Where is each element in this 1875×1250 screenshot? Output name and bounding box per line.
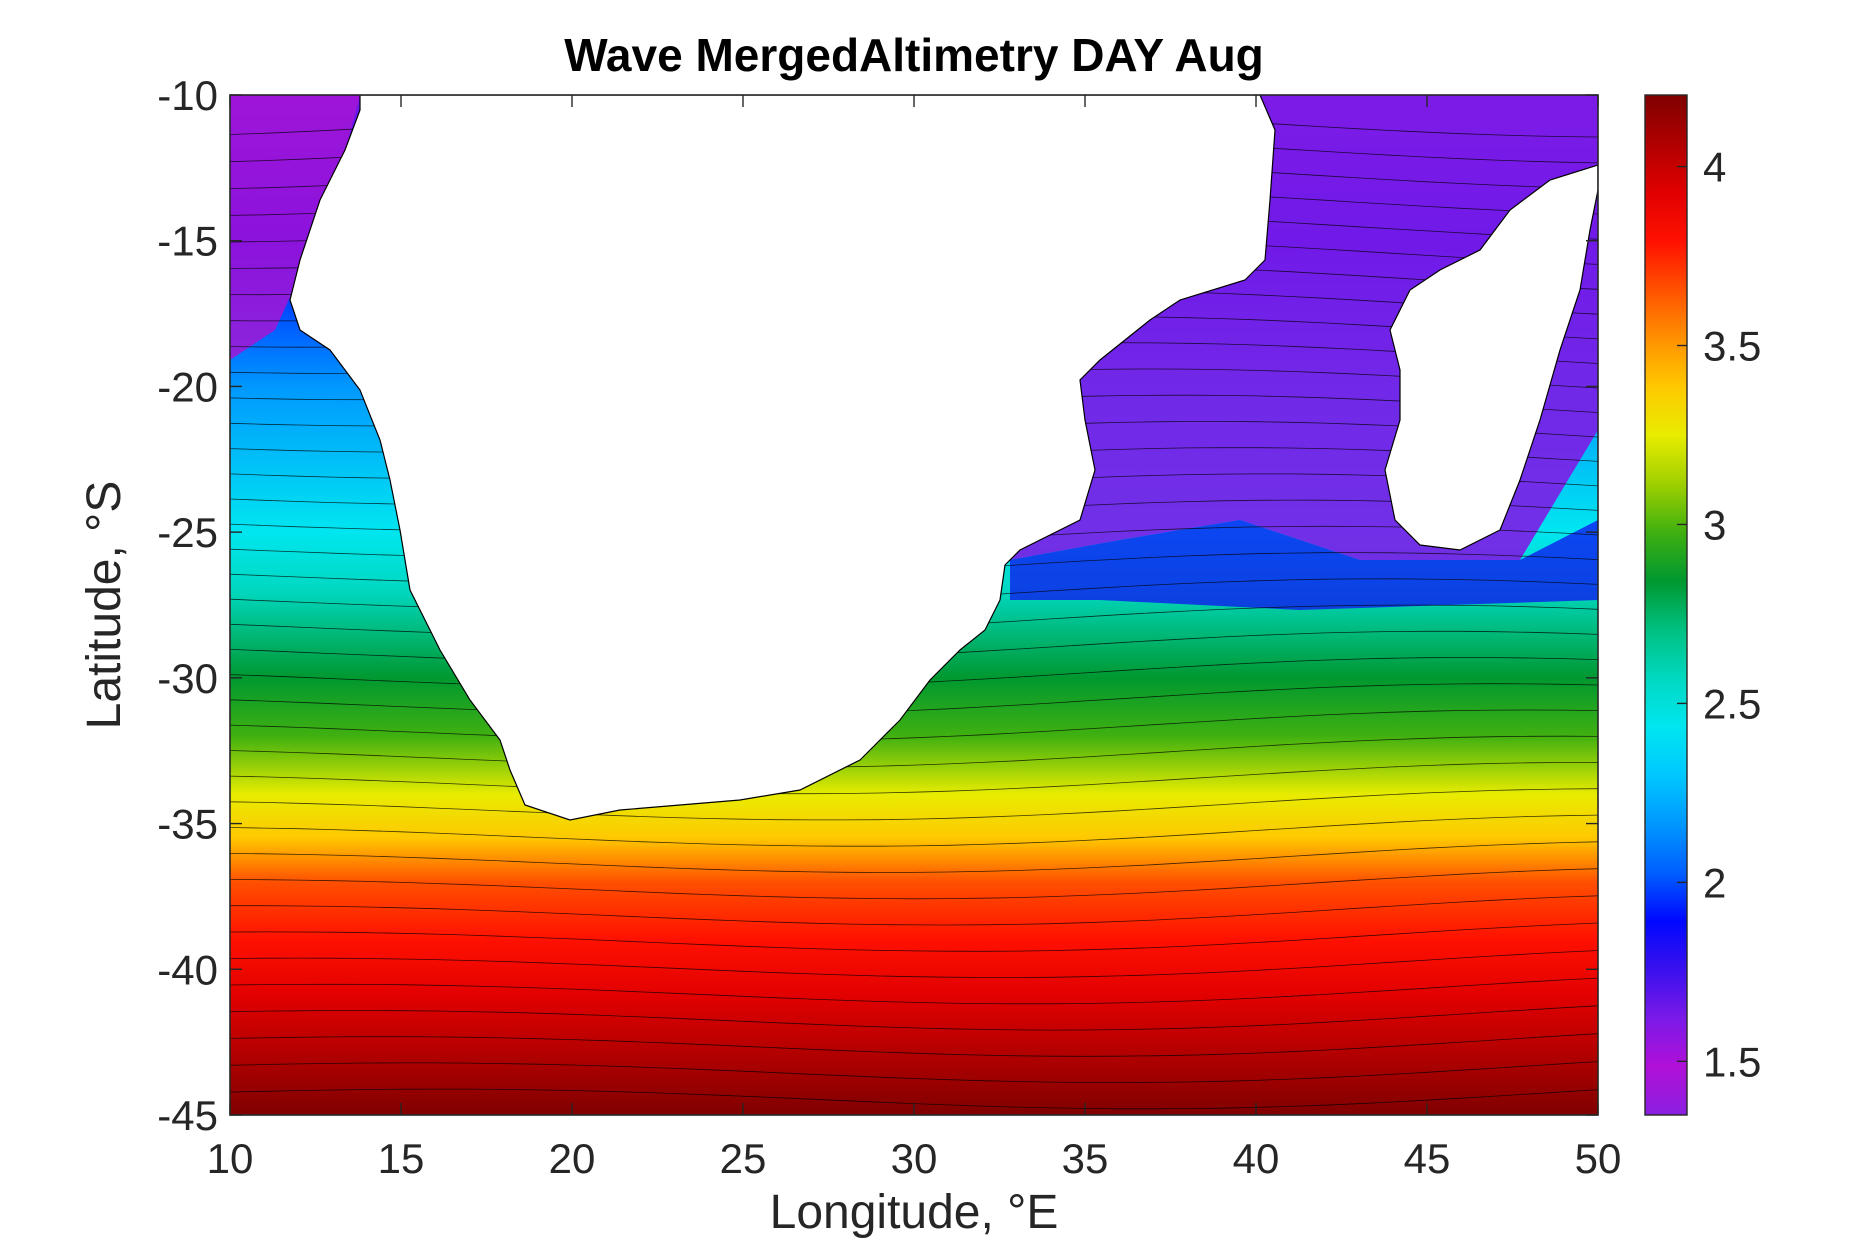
contour-line [230, 709, 1598, 742]
x-tick-label: 30 [891, 1135, 938, 1182]
x-axis-label: Longitude, °E [770, 1186, 1059, 1239]
contour-line [230, 1061, 1598, 1084]
chart-title: Wave MergedAltimetry DAY Aug [564, 29, 1264, 81]
contour-line [230, 950, 1598, 978]
africa-land [289, 95, 1276, 821]
colorbar-tick-label: 4 [1703, 144, 1726, 191]
x-tick-label: 20 [549, 1135, 596, 1182]
colorbar-tick-label: 3.5 [1703, 323, 1761, 370]
contour-line [230, 735, 1598, 768]
y-tick-label: -25 [157, 509, 218, 556]
colorbar-tick-label: 2.5 [1703, 680, 1761, 727]
x-tick-label: 15 [378, 1135, 425, 1182]
colorbar [1644, 94, 1688, 1116]
y-tick-label: -45 [157, 1092, 218, 1139]
contour-line [230, 868, 1598, 900]
y-tick-label: -10 [157, 72, 218, 119]
plot-area [230, 95, 1598, 1115]
colorbar-tick-label: 3 [1703, 501, 1726, 548]
contour-line [230, 1005, 1598, 1031]
contour-line [230, 683, 1598, 716]
y-axis-ticks: -10 -15 -20 -25 -30 -35 -40 -45 [157, 72, 1598, 1139]
x-tick-label: 50 [1575, 1135, 1622, 1182]
y-tick-label: -40 [157, 946, 218, 993]
y-tick-label: -35 [157, 801, 218, 848]
y-axis-label: Latitude, °S [78, 481, 131, 730]
contour-line [230, 788, 1598, 821]
contour-line [230, 922, 1598, 952]
colorbar-tick-label: 1.5 [1703, 1038, 1761, 1085]
nw-low-wave-region [230, 95, 360, 360]
contour-line [230, 895, 1598, 926]
x-axis-ticks: 10 15 20 25 30 35 40 45 50 [207, 95, 1622, 1182]
contour-line [230, 977, 1598, 1005]
contour-line [230, 841, 1598, 873]
x-tick-label: 40 [1233, 1135, 1280, 1182]
colorbar-ticks: 1.5 2 2.5 3 3.5 4 [1677, 144, 1761, 1085]
mozambique-blue-band [1010, 520, 1598, 610]
x-tick-label: 10 [207, 1135, 254, 1182]
contour-line [230, 1033, 1598, 1057]
colorbar-tick-label: 2 [1703, 859, 1726, 906]
y-tick-label: -15 [157, 218, 218, 265]
y-tick-label: -30 [157, 655, 218, 702]
contour-line [230, 762, 1598, 795]
contour-line [230, 814, 1598, 847]
x-tick-label: 45 [1404, 1135, 1451, 1182]
y-tick-label: -20 [157, 363, 218, 410]
x-tick-label: 35 [1062, 1135, 1109, 1182]
madagascar-land [1384, 164, 1598, 551]
x-tick-label: 25 [720, 1135, 767, 1182]
